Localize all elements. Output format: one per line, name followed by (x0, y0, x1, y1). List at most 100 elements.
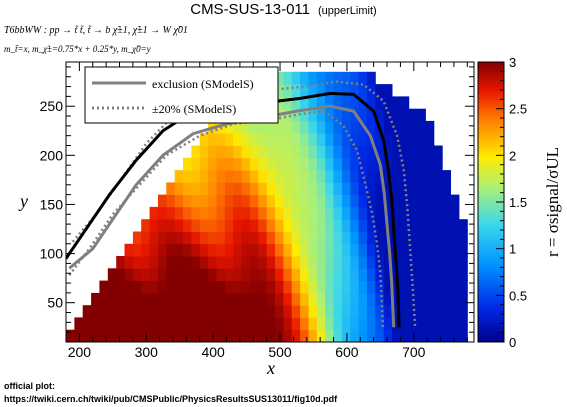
heatmap-cell (316, 329, 326, 342)
heatmap-cell (316, 206, 326, 220)
heatmap-cell (283, 268, 293, 281)
heatmap-cell (333, 231, 343, 245)
heatmap-cell (283, 170, 293, 183)
heatmap-cell (224, 157, 234, 171)
heatmap-cell (417, 120, 426, 134)
heatmap-cell (249, 243, 259, 257)
heatmap-cell (341, 305, 351, 318)
heatmap-cell (249, 170, 259, 183)
heatmap-cell (459, 219, 468, 232)
heatmap-cell (191, 305, 201, 318)
heatmap-cell (166, 305, 176, 318)
heatmap-cell (224, 219, 234, 232)
heatmap-cell (417, 243, 426, 257)
heatmap-cell (341, 292, 351, 306)
heatmap-cell (392, 133, 401, 146)
heatmap-cell (316, 182, 326, 196)
heatmap-cell (241, 268, 251, 281)
heatmap-cell (141, 317, 150, 331)
z-tick-label: 2 (509, 148, 516, 163)
heatmap-cell (300, 170, 309, 183)
heatmap-cell (341, 84, 351, 97)
heatmap-cell (308, 157, 318, 171)
heatmap-cell (149, 305, 159, 318)
heatmap-cell (149, 280, 159, 294)
heatmap-cell (224, 133, 234, 146)
heatmap-cell (408, 120, 418, 134)
heatmap-cell (174, 170, 184, 183)
heatmap-cell (400, 219, 410, 232)
heatmap-cell (258, 317, 268, 331)
heatmap-cell (266, 280, 276, 294)
heatmap-cell (224, 256, 234, 269)
heatmap-cell (408, 133, 418, 146)
heatmap-cell (275, 133, 284, 146)
heatmap-cell (249, 231, 259, 245)
heatmap-cell (375, 305, 385, 318)
heatmap-cell (350, 329, 360, 342)
heatmap-cell (383, 182, 393, 196)
heatmap-cell (316, 133, 326, 146)
heatmap-cell (275, 182, 284, 196)
heatmap-cell (383, 280, 393, 294)
heatmap-cell (275, 231, 284, 245)
heatmap-cell (367, 71, 376, 85)
heatmap-cell (325, 157, 334, 171)
heatmap-cell (174, 280, 184, 294)
heatmap-cell (199, 329, 209, 342)
heatmap-cell (300, 231, 309, 245)
heatmap-cell (358, 231, 368, 245)
heatmap-cell (400, 256, 410, 269)
heatmap-cell (367, 206, 376, 220)
heatmap-cell (283, 292, 293, 306)
heatmap-cell (216, 133, 226, 146)
heatmap-cell (450, 256, 460, 269)
heatmap-cell (149, 292, 159, 306)
heatmap-cell (325, 71, 334, 85)
heatmap-cell (241, 194, 251, 208)
heatmap-cell (291, 194, 301, 208)
heatmap-cell (442, 194, 451, 208)
heatmap-cell (107, 280, 117, 294)
heatmap-cell (408, 108, 418, 122)
heatmap-cell (425, 145, 435, 159)
heatmap-cell (392, 120, 401, 134)
heatmap-cell (316, 317, 326, 331)
heatmap-cell (433, 305, 443, 318)
heatmap-cell (224, 182, 234, 196)
heatmap-cell (275, 292, 284, 306)
heatmap-cell (358, 157, 368, 171)
heatmap-cell (300, 256, 309, 269)
heatmap-cell (459, 243, 468, 257)
heatmap-cell (141, 280, 150, 294)
heatmap-cell (166, 231, 176, 245)
heatmap-cell (191, 256, 201, 269)
heatmap-cell (266, 133, 276, 146)
heatmap-cell (191, 157, 201, 171)
heatmap-cell (341, 219, 351, 232)
footer-link[interactable]: https://twiki.cern.ch/twiki/pub/CMSPubli… (4, 394, 338, 404)
heatmap-cell (233, 280, 242, 294)
heatmap-cell (375, 108, 385, 122)
heatmap-cell (459, 280, 468, 294)
heatmap-cell (208, 145, 217, 159)
heatmap-cell (400, 305, 410, 318)
heatmap-cell (224, 317, 234, 331)
heatmap-cell (116, 292, 125, 306)
heatmap-cell (291, 71, 301, 85)
heatmap-cell (275, 84, 284, 97)
heatmap-cell (375, 231, 385, 245)
heatmap-cell (116, 256, 125, 269)
heatmap-cell (208, 256, 217, 269)
heatmap-cell (459, 305, 468, 318)
heatmap-cell (249, 268, 259, 281)
heatmap-cell (283, 231, 293, 245)
heatmap-cell (408, 194, 418, 208)
heatmap-cell (442, 256, 451, 269)
heatmap-cell (433, 292, 443, 306)
heatmap-cell (325, 120, 334, 134)
heatmap-cell (249, 133, 259, 146)
heatmap-cell (107, 329, 117, 342)
heatmap-cell (383, 84, 393, 97)
process-label: T6bbWW : pp → t̃ t̃, t̃ → b χ̃±1, χ̃±1 →… (4, 24, 188, 36)
